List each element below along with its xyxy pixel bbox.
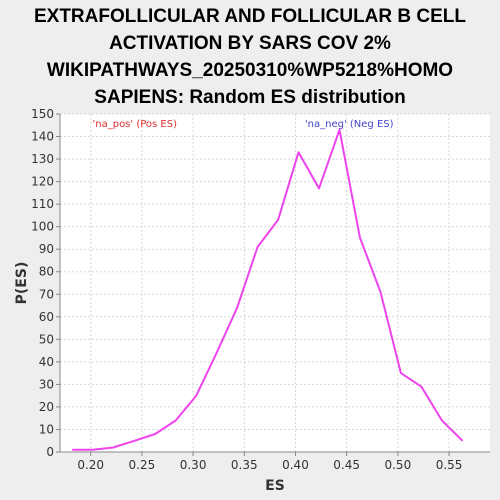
y-tick-label: 140	[31, 130, 54, 144]
data-point	[298, 151, 300, 153]
data-point	[400, 372, 402, 374]
x-axis-label: ES	[265, 478, 285, 494]
data-point	[154, 433, 156, 435]
annotation-label: 'na_neg' (Neg ES)	[305, 119, 394, 130]
data-point	[379, 291, 381, 293]
y-tick-label: 120	[31, 175, 54, 189]
y-tick-label: 10	[39, 422, 54, 436]
x-tick-label: 0.20	[77, 458, 104, 472]
title-line: WIKIPATHWAYS_20250310%WP5218%HOMO	[47, 60, 453, 81]
x-tick-label: 0.25	[129, 458, 156, 472]
y-tick-label: 50	[39, 332, 54, 346]
title-line: SAPIENS: Random ES distribution	[94, 87, 405, 108]
y-tick-label: 0	[46, 445, 54, 459]
y-tick-label: 110	[31, 197, 54, 211]
x-tick-label: 0.35	[231, 458, 258, 472]
y-axis-label: P(ES)	[14, 262, 30, 305]
y-tick-label: 150	[31, 107, 54, 121]
y-tick-label: 130	[31, 152, 54, 166]
y-tick-label: 70	[39, 287, 54, 301]
data-point	[216, 352, 218, 354]
data-point	[318, 187, 320, 189]
x-tick-label: 0.55	[436, 458, 463, 472]
data-point	[92, 449, 94, 451]
data-point	[257, 246, 259, 248]
title-line: ACTIVATION BY SARS COV 2%	[109, 33, 391, 54]
y-tick-label: 60	[39, 310, 54, 324]
data-point	[112, 446, 114, 448]
annotations: 'na_pos' (Pos ES) 'na_neg' (Neg ES)	[93, 119, 394, 130]
x-axis: 0.20 0.25 0.30 0.35 0.40 0.45 0.50 0.55	[60, 451, 490, 472]
data-point	[359, 237, 361, 239]
x-tick-label: 0.45	[333, 458, 360, 472]
y-tick-label: 40	[39, 355, 54, 369]
data-point	[236, 307, 238, 309]
series-line	[72, 128, 464, 451]
data-point	[277, 219, 279, 221]
data-point	[339, 129, 340, 131]
y-tick-label: 30	[39, 377, 54, 391]
y-axis: 0 10 20 30 40 50 60 70 80 90 100 110 120 130 140 150	[31, 107, 61, 459]
data-point	[420, 386, 422, 388]
y-tick-label: 100	[31, 220, 54, 234]
annotation-label: 'na_pos' (Pos ES)	[93, 119, 178, 130]
series-group	[71, 128, 464, 451]
data-point	[441, 419, 443, 421]
data-point	[175, 419, 177, 421]
data-point	[195, 395, 197, 397]
x-tick-label: 0.50	[384, 458, 411, 472]
y-tick-label: 20	[39, 400, 54, 414]
x-tick-label: 0.30	[180, 458, 207, 472]
data-point	[461, 440, 463, 442]
data-point	[134, 440, 136, 442]
y-tick-label: 90	[39, 242, 54, 256]
title-line: EXTRAFOLLICULAR AND FOLLICULAR B CELL	[34, 6, 466, 27]
chart-title: EXTRAFOLLICULAR AND FOLLICULAR B CELL ACT…	[34, 6, 466, 108]
plot-area	[60, 114, 490, 452]
y-tick-label: 80	[39, 265, 54, 279]
x-tick-label: 0.40	[282, 458, 309, 472]
data-point	[71, 449, 73, 451]
